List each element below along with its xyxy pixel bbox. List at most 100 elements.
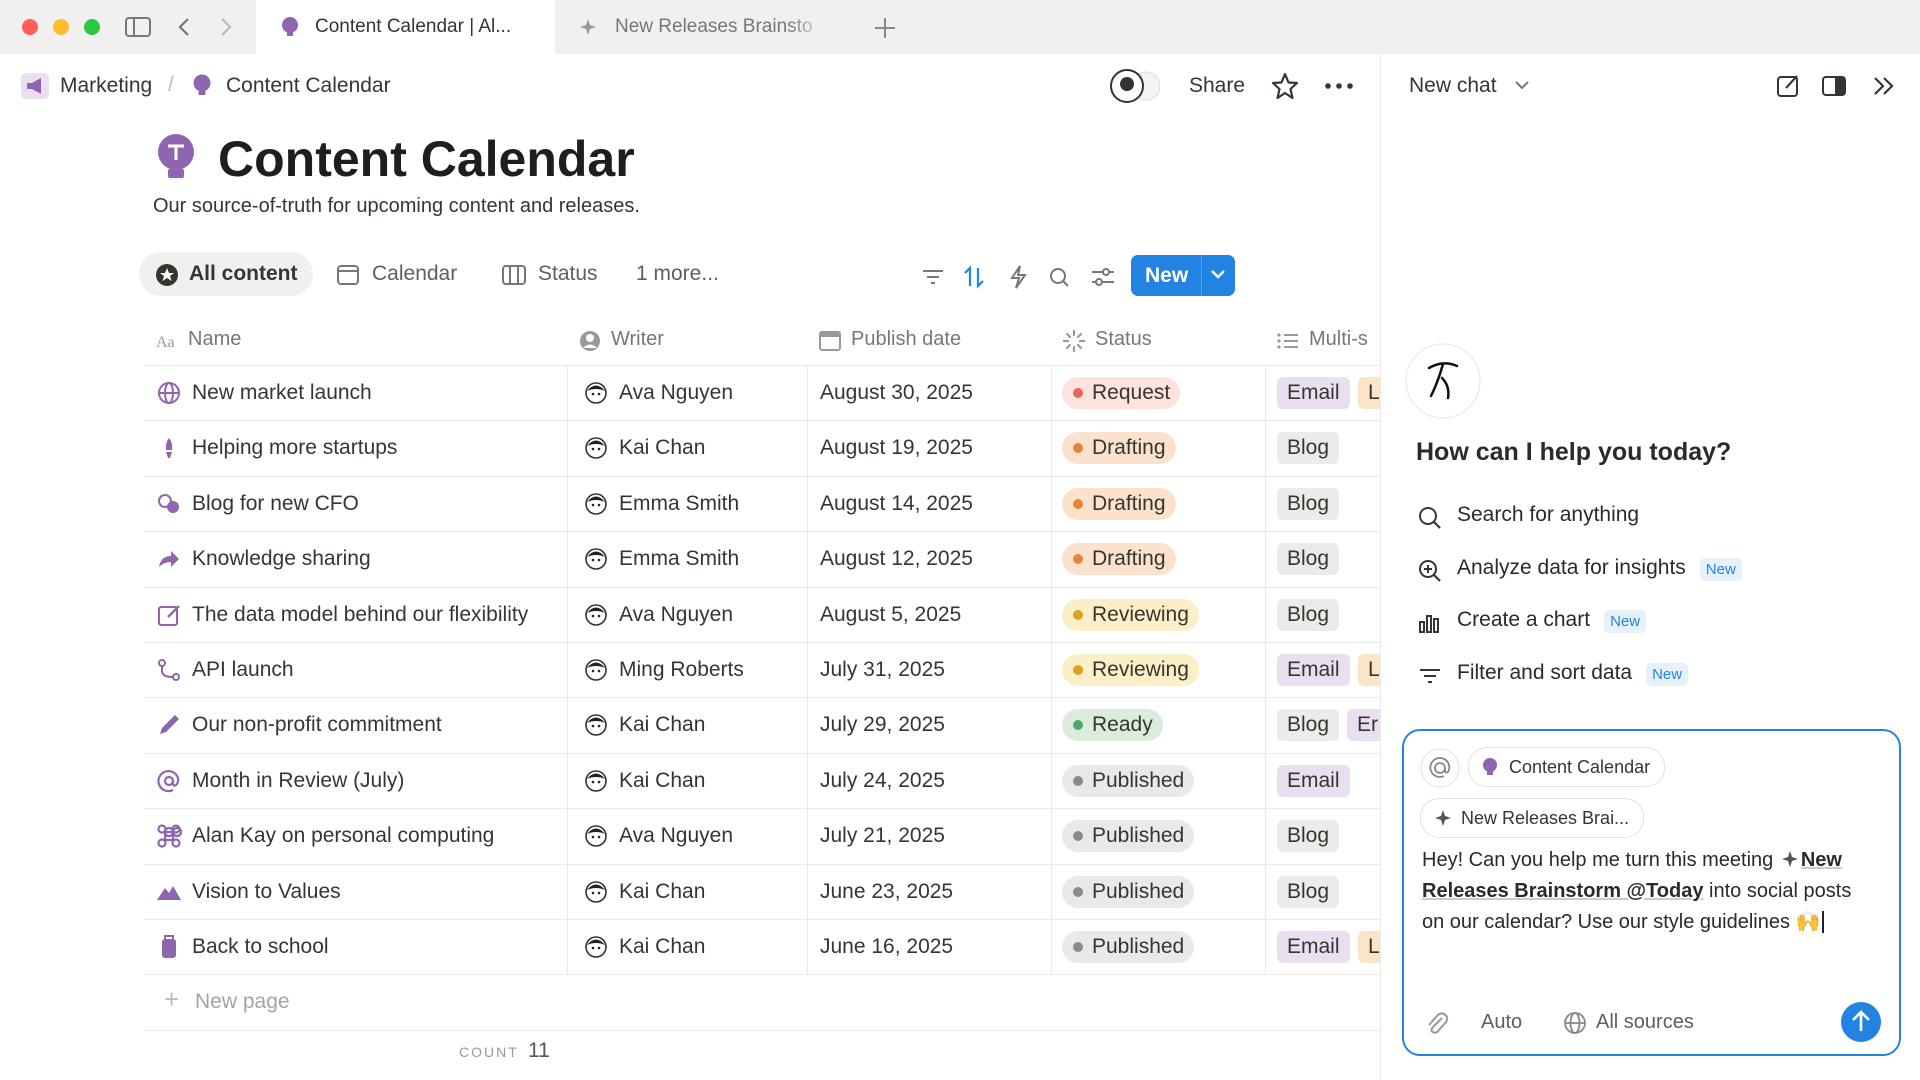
view-tab[interactable]: Status	[538, 262, 598, 285]
attach-button[interactable]	[1424, 1010, 1450, 1036]
active-tab[interactable]	[256, 0, 555, 54]
column-header[interactable]: Publish date	[851, 328, 962, 350]
row-date[interactable]: July 29, 2025	[820, 713, 945, 737]
row-date[interactable]: August 19, 2025	[820, 436, 973, 460]
toolbar-icons[interactable]	[920, 262, 1120, 292]
column-header[interactable]: Writer	[611, 328, 664, 350]
tag[interactable]: Email	[1277, 377, 1350, 409]
status-pill[interactable]: Published	[1062, 820, 1195, 853]
status-pill[interactable]: Drafting	[1062, 543, 1176, 576]
row-name[interactable]: Our non-profit commitment	[192, 713, 442, 737]
chat-actions[interactable]	[1775, 72, 1910, 100]
send-button[interactable]	[1840, 1001, 1882, 1043]
row-name[interactable]: The data model behind our flexibility	[192, 602, 529, 626]
row-writer[interactable]: Kai Chan	[619, 713, 706, 737]
row-date[interactable]: July 24, 2025	[820, 768, 945, 792]
row-date[interactable]: July 21, 2025	[820, 824, 945, 848]
view-tab[interactable]: All content	[189, 262, 298, 285]
option-label[interactable]: Search for anything	[1457, 503, 1640, 526]
option-label[interactable]: Filter and sort data	[1457, 660, 1633, 684]
new-tab[interactable]	[872, 15, 898, 41]
row-writer[interactable]: Kai Chan	[619, 935, 706, 958]
tag[interactable]: Blog	[1277, 598, 1340, 631]
status-pill[interactable]: Reviewing	[1062, 598, 1199, 631]
tag[interactable]: Blog	[1277, 709, 1340, 742]
row-writer[interactable]: Emma Smith	[619, 491, 740, 515]
tag[interactable]: Blog	[1277, 543, 1340, 576]
avatars[interactable]	[1108, 68, 1160, 104]
column-header[interactable]: Status	[1095, 328, 1152, 350]
row-date[interactable]: August 5, 2025	[820, 602, 962, 626]
tag[interactable]: Blog	[1277, 432, 1340, 465]
chat-title[interactable]: New chat	[1409, 74, 1497, 97]
chat-dropdown[interactable]	[1512, 78, 1532, 94]
view-tab[interactable]: 1 more...	[636, 262, 719, 285]
tag[interactable]: Er	[1347, 709, 1380, 742]
row-writer[interactable]: Kai Chan	[619, 768, 706, 792]
tag[interactable]: Email	[1277, 931, 1350, 963]
option-label[interactable]: Create a chart	[1457, 608, 1591, 632]
row-date[interactable]: August 12, 2025	[820, 547, 973, 571]
tag[interactable]: Blog	[1277, 820, 1340, 853]
tag[interactable]: Email	[1277, 764, 1350, 797]
row-writer[interactable]: Ava Nguyen	[619, 824, 734, 848]
tag[interactable]: Email	[1277, 654, 1350, 686]
new-dropdown[interactable]	[1208, 268, 1228, 282]
status-pill[interactable]: Ready	[1062, 709, 1163, 742]
mention-button[interactable]	[1420, 748, 1460, 788]
status-pill[interactable]: Reviewing	[1062, 654, 1199, 686]
tag[interactable]: Blog	[1277, 487, 1340, 520]
row-name[interactable]: Month in Review (July)	[192, 768, 405, 792]
row-writer[interactable]: Ming Roberts	[619, 658, 744, 681]
row-date[interactable]: August 14, 2025	[820, 491, 973, 515]
row-date[interactable]: June 16, 2025	[820, 935, 954, 958]
row-writer[interactable]: Kai Chan	[619, 436, 706, 460]
row-name[interactable]: API launch	[192, 658, 294, 681]
chat-option[interactable]: Analyze data for insights New	[1457, 555, 1742, 581]
row-name[interactable]: Knowledge sharing	[192, 547, 371, 571]
status-pill[interactable]: Drafting	[1062, 432, 1176, 465]
chat-option[interactable]: Create a chart New	[1457, 608, 1647, 634]
new-page[interactable]: New page	[195, 990, 290, 1014]
tag[interactable]: L	[1358, 377, 1380, 409]
context-chip[interactable]: New Releases Brai...	[1420, 798, 1645, 838]
favorite-button[interactable]	[1271, 72, 1299, 100]
view-tab[interactable]: Calendar	[372, 262, 458, 285]
message-mention[interactable]: New Releases Brainstorm @Today	[1422, 849, 1842, 902]
share-button[interactable]: Share	[1189, 74, 1246, 97]
window-controls[interactable]	[18, 15, 108, 39]
more-button[interactable]	[1324, 80, 1354, 92]
row-date[interactable]: July 31, 2025	[820, 658, 945, 681]
tab-title[interactable]: New Releases Brainsto	[615, 16, 813, 37]
sources-selector[interactable]: All sources	[1596, 1011, 1694, 1033]
option-label[interactable]: Analyze data for insights	[1457, 555, 1686, 579]
chat-option[interactable]: Search for anything	[1457, 503, 1639, 527]
row-writer[interactable]: Ava Nguyen	[619, 602, 734, 626]
tab-title[interactable]: Content Calendar | Al...	[315, 16, 512, 37]
status-pill[interactable]: Drafting	[1062, 487, 1176, 520]
row-writer[interactable]: Emma Smith	[619, 547, 740, 571]
row-writer[interactable]: Kai Chan	[619, 879, 706, 903]
breadcrumb-item[interactable]: Marketing	[60, 74, 153, 97]
row-name[interactable]: Back to school	[192, 935, 329, 958]
row-name[interactable]: Blog for new CFO	[192, 491, 359, 515]
row-name[interactable]: Alan Kay on personal computing	[192, 824, 495, 848]
breadcrumb-item[interactable]: Content Calendar	[226, 74, 391, 97]
row-name[interactable]: New market launch	[192, 381, 372, 404]
nav-buttons[interactable]	[124, 15, 244, 39]
row-name[interactable]: Vision to Values	[192, 879, 341, 903]
status-pill[interactable]: Published	[1062, 764, 1195, 797]
chat-option[interactable]: Filter and sort data New	[1457, 660, 1689, 686]
column-header[interactable]: Name	[188, 328, 242, 350]
context-chip[interactable]: Content Calendar	[1468, 747, 1666, 787]
tag[interactable]: Blog	[1277, 875, 1340, 908]
status-pill[interactable]: Request	[1062, 377, 1181, 409]
mode-selector[interactable]: Auto	[1481, 1011, 1523, 1033]
row-date[interactable]: August 30, 2025	[820, 381, 973, 404]
status-pill[interactable]: Published	[1062, 931, 1195, 963]
row-date[interactable]: June 23, 2025	[820, 879, 954, 903]
new-button-label[interactable]: New	[1145, 264, 1189, 287]
chat-message[interactable]: Hey! Can you help me turn this meeting N…	[1422, 845, 1877, 938]
row-writer[interactable]: Ava Nguyen	[619, 381, 734, 404]
status-pill[interactable]: Published	[1062, 875, 1195, 908]
